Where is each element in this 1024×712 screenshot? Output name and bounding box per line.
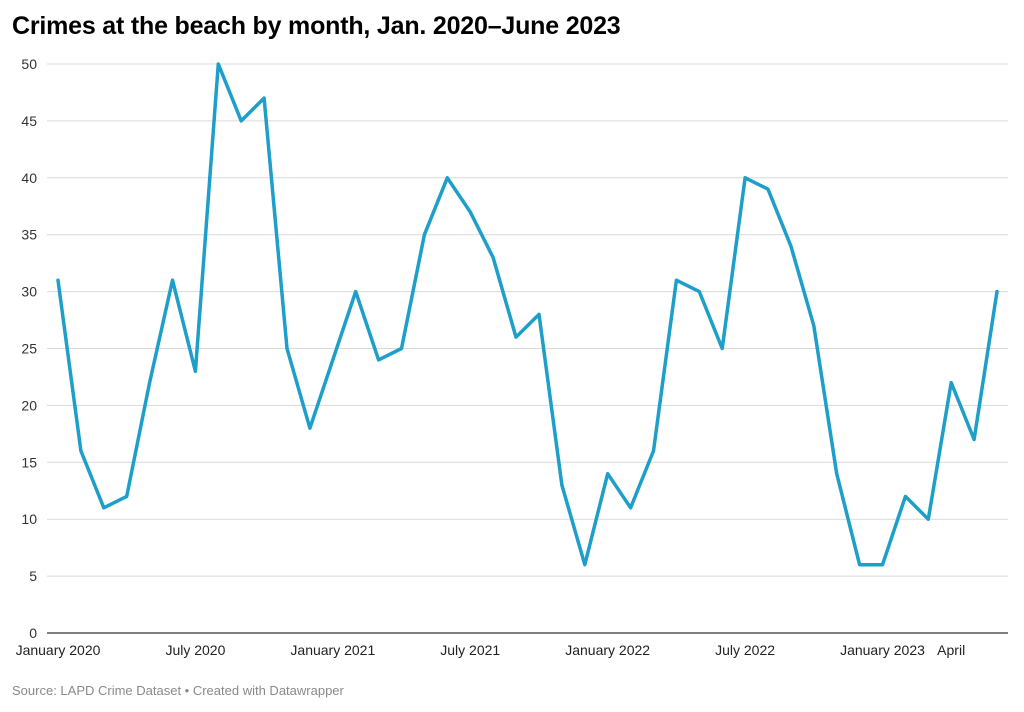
- series-line: [56, 62, 999, 567]
- y-tick-label: 5: [29, 568, 37, 584]
- x-tick-label: July 2022: [715, 642, 775, 658]
- y-tick-label: 30: [21, 284, 37, 300]
- chart-title: Crimes at the beach by month, Jan. 2020–…: [12, 12, 621, 40]
- x-tick-label: January 2021: [290, 642, 375, 658]
- source-note: Source: LAPD Crime Dataset • Created wit…: [12, 683, 344, 698]
- series-layer: [56, 62, 999, 567]
- y-tick-label: 45: [21, 113, 37, 129]
- x-tick-label: July 2020: [165, 642, 225, 658]
- y-tick-label: 15: [21, 454, 37, 470]
- y-tick-label: 20: [21, 397, 37, 413]
- y-tick-label: 10: [21, 511, 37, 527]
- x-axis-ticks: January 2020 July 2020 January 2021 July 20…: [16, 642, 966, 658]
- x-tick-label: January 2020: [16, 642, 101, 658]
- y-tick-label: 35: [21, 227, 37, 243]
- y-tick-label: 40: [21, 170, 37, 186]
- x-tick-label: January 2023: [840, 642, 925, 658]
- y-tick-label: 50: [21, 56, 37, 72]
- x-tick-label: January 2022: [565, 642, 650, 658]
- y-tick-label: 0: [29, 625, 37, 641]
- x-tick-label: April: [937, 642, 965, 658]
- y-tick-label: 25: [21, 341, 37, 357]
- x-tick-label: July 2021: [440, 642, 500, 658]
- y-axis-ticks: 0 5 10 15 20 25 30 35 40 45 50: [21, 56, 37, 641]
